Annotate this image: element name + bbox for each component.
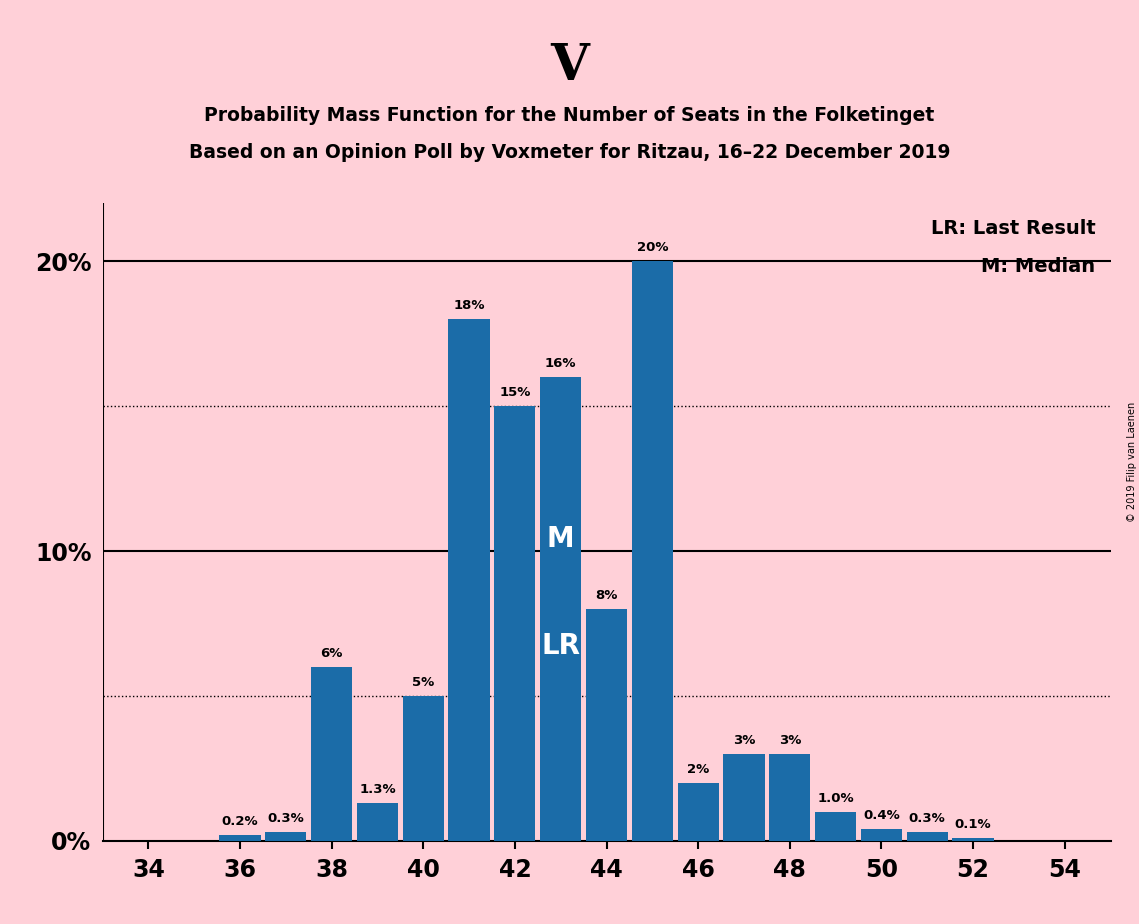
Bar [632, 261, 673, 841]
Text: 1.3%: 1.3% [359, 783, 395, 796]
Text: 0.3%: 0.3% [909, 812, 945, 825]
Bar [494, 407, 535, 841]
Bar [311, 667, 352, 841]
Text: LR: Last Result: LR: Last Result [931, 219, 1096, 238]
Bar [357, 803, 398, 841]
Text: 8%: 8% [596, 589, 617, 602]
Text: 0.4%: 0.4% [863, 809, 900, 822]
Text: V: V [550, 42, 589, 91]
Text: 0.2%: 0.2% [222, 815, 259, 828]
Text: 5%: 5% [412, 675, 434, 688]
Bar [769, 754, 811, 841]
Bar [861, 829, 902, 841]
Text: 0.1%: 0.1% [954, 818, 991, 831]
Text: 6%: 6% [320, 647, 343, 660]
Text: 2%: 2% [687, 762, 710, 775]
Bar [816, 812, 857, 841]
Text: 18%: 18% [453, 299, 485, 312]
Text: M: M [547, 526, 574, 553]
Bar [723, 754, 764, 841]
Text: LR: LR [541, 632, 580, 660]
Bar [265, 833, 306, 841]
Bar [220, 835, 261, 841]
Text: 3%: 3% [732, 734, 755, 747]
Text: 0.3%: 0.3% [268, 812, 304, 825]
Bar [402, 696, 444, 841]
Text: 3%: 3% [779, 734, 801, 747]
Text: Based on an Opinion Poll by Voxmeter for Ritzau, 16–22 December 2019: Based on an Opinion Poll by Voxmeter for… [189, 143, 950, 163]
Text: M: Median: M: Median [982, 258, 1096, 276]
Text: 1.0%: 1.0% [818, 792, 854, 805]
Bar [585, 609, 628, 841]
Bar [952, 838, 993, 841]
Text: 16%: 16% [544, 357, 576, 370]
Bar [907, 833, 948, 841]
Text: 20%: 20% [637, 241, 669, 254]
Bar [449, 319, 490, 841]
Text: Probability Mass Function for the Number of Seats in the Folketinget: Probability Mass Function for the Number… [204, 106, 935, 126]
Text: 15%: 15% [499, 386, 531, 399]
Bar [678, 783, 719, 841]
Bar [540, 377, 581, 841]
Text: © 2019 Filip van Laenen: © 2019 Filip van Laenen [1126, 402, 1137, 522]
